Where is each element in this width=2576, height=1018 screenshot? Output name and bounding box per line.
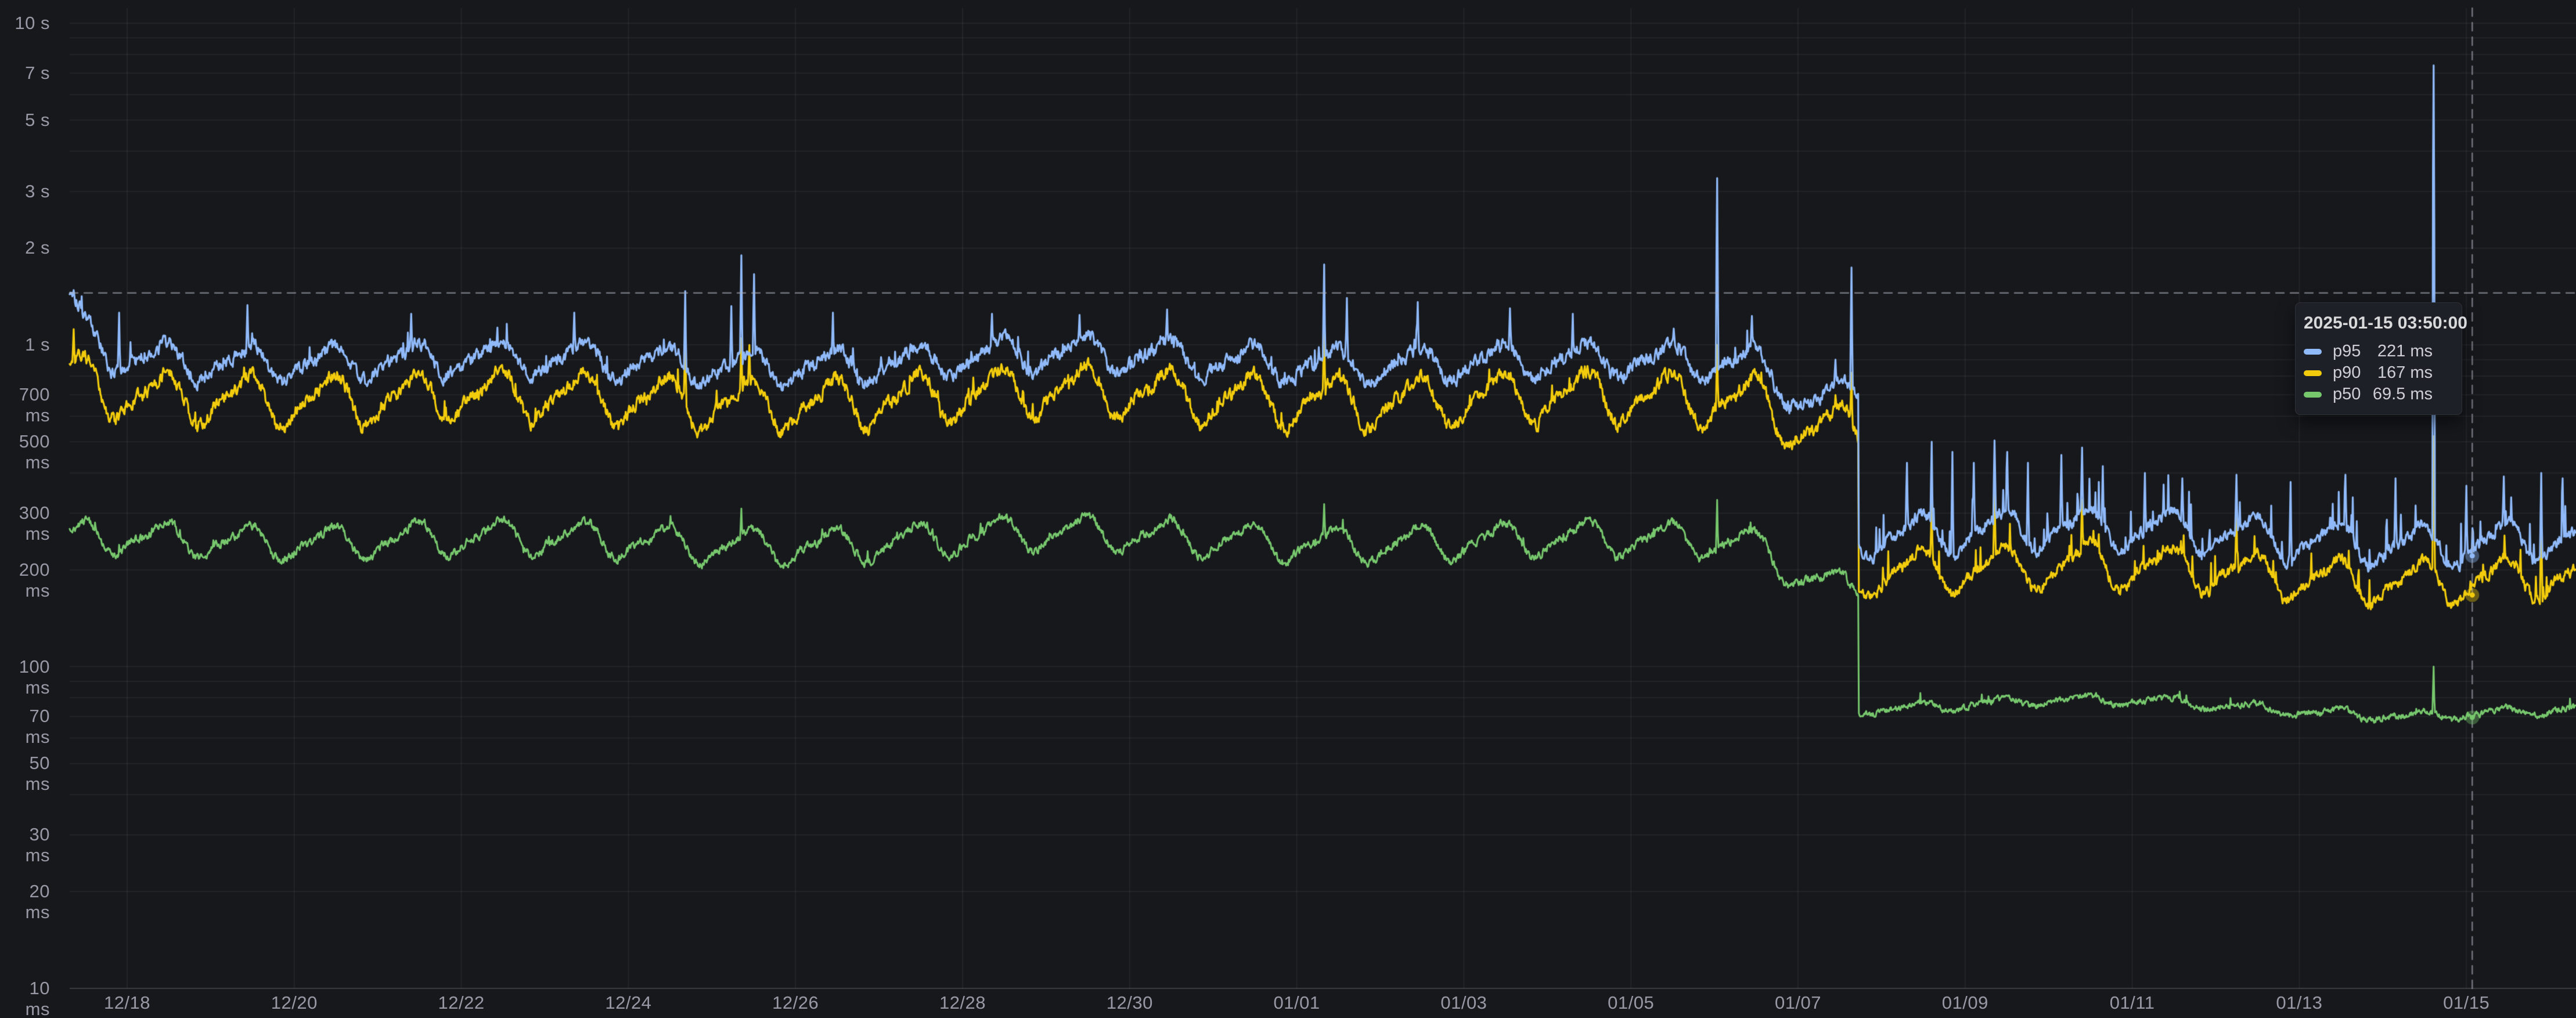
y-axis-label: 7 s — [25, 62, 50, 83]
y-axis-label: 700 ms — [19, 384, 50, 426]
x-axis-label: 01/01 — [1273, 992, 1320, 1013]
x-axis-label: 12/22 — [438, 992, 485, 1013]
series-color-swatch — [2304, 391, 2322, 398]
x-axis-label: 12/20 — [271, 992, 318, 1013]
series-value: 221 ms — [2377, 342, 2433, 360]
x-axis-label: 01/03 — [1440, 992, 1487, 1013]
tooltip-rows: p95 221 ms p90 167 ms p50 69.5 ms — [2304, 341, 2452, 405]
y-axis-label: 1 s — [25, 334, 50, 355]
x-axis-label: 12/24 — [605, 992, 652, 1013]
y-axis-label: 2 s — [25, 237, 50, 258]
y-axis-label: 200 ms — [19, 559, 50, 601]
y-axis-label: 500 ms — [19, 431, 50, 473]
x-axis-label: 12/30 — [1106, 992, 1153, 1013]
tooltip-timestamp: 2025-01-15 03:50:00 — [2304, 313, 2467, 333]
x-axis-label: 12/18 — [103, 992, 151, 1013]
x-axis-label: 01/05 — [1608, 992, 1655, 1013]
y-axis-label: 10 s — [15, 13, 50, 33]
x-axis-label: 01/15 — [2443, 992, 2490, 1013]
series-color-swatch — [2304, 370, 2322, 376]
x-axis-label: 01/11 — [2109, 992, 2155, 1013]
y-axis-label: 10 ms — [25, 977, 50, 1018]
series-name: p50 — [2333, 385, 2361, 403]
y-axis-label: 100 ms — [19, 656, 50, 698]
series-name: p95 — [2333, 342, 2361, 360]
series-value: 69.5 ms — [2372, 385, 2433, 403]
tooltip-series-row: p90 167 ms — [2304, 362, 2452, 384]
y-axis-label: 50 ms — [25, 753, 50, 795]
x-axis-label: 01/09 — [1941, 992, 1988, 1013]
x-axis-label: 12/26 — [772, 992, 819, 1013]
y-axis-label: 70 ms — [25, 706, 50, 748]
series-color-swatch — [2304, 348, 2322, 355]
x-axis-label: 12/28 — [939, 992, 986, 1013]
tooltip-series-row: p50 69.5 ms — [2304, 384, 2452, 405]
series-name: p90 — [2333, 363, 2361, 382]
hover-tooltip: 2025-01-15 03:50:00 p95 221 ms p90 167 ms p5… — [2295, 302, 2467, 415]
y-axis-label: 300 ms — [19, 503, 50, 544]
tooltip-series-row: p95 221 ms — [2304, 341, 2452, 362]
y-axis-label: 5 s — [25, 109, 50, 130]
y-axis-label: 3 s — [25, 181, 50, 201]
x-axis-label: 01/13 — [2276, 992, 2323, 1013]
series-value: 167 ms — [2377, 363, 2433, 382]
y-axis-label: 30 ms — [25, 824, 50, 866]
x-axis-label: 01/07 — [1774, 992, 1822, 1013]
y-axis-label: 20 ms — [25, 881, 50, 923]
